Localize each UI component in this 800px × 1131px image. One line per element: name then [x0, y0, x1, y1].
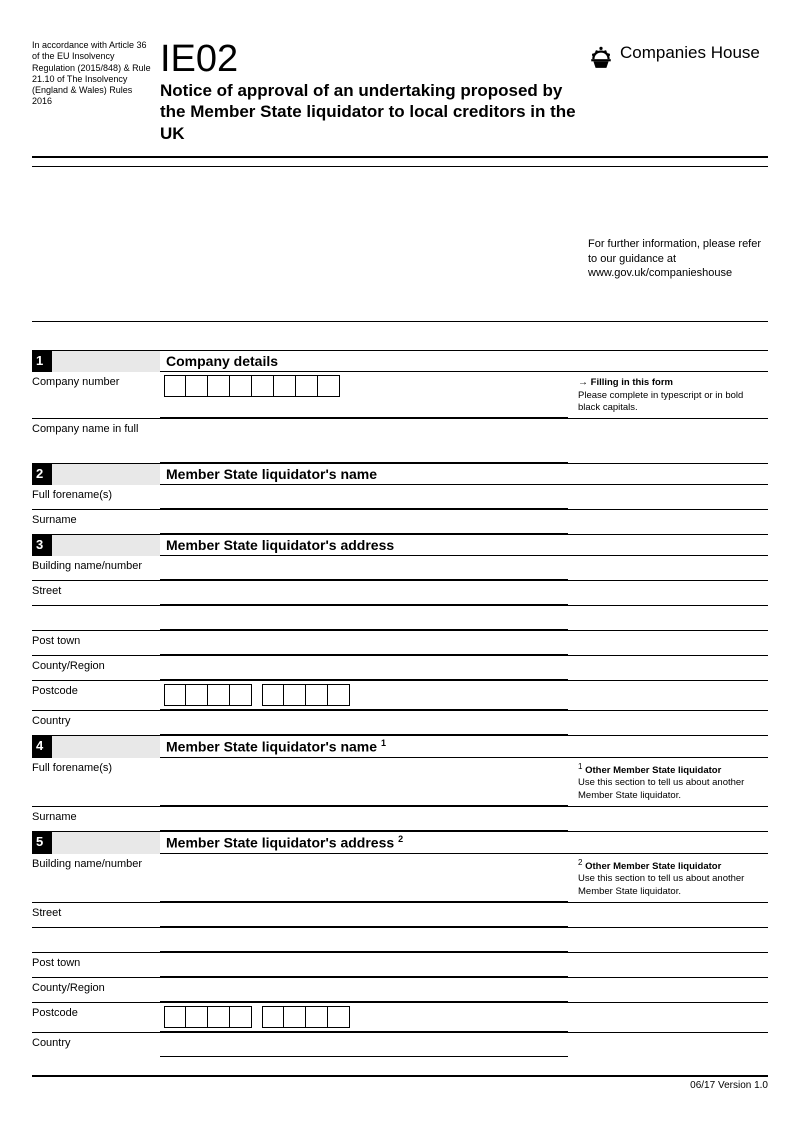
- section-5-header: 5 Member State liquidator's address 2: [32, 831, 768, 854]
- forenames-field-4[interactable]: [160, 758, 568, 806]
- section-4-title: Member State liquidator's name 1: [160, 736, 768, 758]
- form-header: In accordance with Article 36 of the EU …: [32, 40, 768, 158]
- county-label-3: County/Region: [32, 656, 160, 680]
- page-footer: 06/17 Version 1.0: [32, 1075, 768, 1091]
- postcode-field-5[interactable]: [160, 1003, 568, 1032]
- street-field-3a[interactable]: [160, 581, 568, 605]
- building-field-3[interactable]: [160, 556, 568, 580]
- section-3-number: 3: [32, 535, 52, 556]
- surname-label-2: Surname: [32, 510, 160, 534]
- section-2-number: 2: [32, 464, 52, 485]
- street-field-5b[interactable]: [160, 928, 568, 952]
- company-number-boxes[interactable]: [164, 375, 564, 397]
- company-name-field[interactable]: [160, 419, 568, 463]
- section-4-header: 4 Member State liquidator's name 1: [32, 735, 768, 758]
- form-code: IE02: [160, 40, 576, 78]
- county-label-5: County/Region: [32, 978, 160, 1002]
- street-field-3b[interactable]: [160, 606, 568, 630]
- section-1-header: 1 Company details: [32, 350, 768, 372]
- section-1-body: Company number → Filling in this form Pl…: [32, 372, 768, 463]
- surname-field-2[interactable]: [160, 510, 568, 534]
- postcode-label-5: Postcode: [32, 1003, 160, 1032]
- posttown-label-3: Post town: [32, 631, 160, 655]
- header-divider: [32, 166, 768, 167]
- section-1-note: → Filling in this form Please complete i…: [568, 372, 768, 418]
- section-3-header: 3 Member State liquidator's address: [32, 534, 768, 556]
- company-name-label: Company name in full: [32, 419, 160, 463]
- section-5-title: Member State liquidator's address 2: [160, 832, 768, 854]
- section-2-header: 2 Member State liquidator's name: [32, 463, 768, 485]
- section-1-title: Company details: [160, 351, 768, 372]
- section-5-body: Building name/number 2 Other Member Stat…: [32, 854, 768, 1057]
- section-1-number: 1: [32, 351, 52, 372]
- company-number-field[interactable]: [160, 372, 568, 418]
- regulation-reference: In accordance with Article 36 of the EU …: [32, 40, 160, 144]
- street-label-5: Street: [32, 903, 160, 927]
- building-label-3: Building name/number: [32, 556, 160, 580]
- company-number-label: Company number: [32, 372, 160, 418]
- section-5-number: 5: [32, 832, 52, 854]
- section-2-title: Member State liquidator's name: [160, 464, 768, 485]
- county-field-5[interactable]: [160, 978, 568, 1002]
- street-field-5a[interactable]: [160, 903, 568, 927]
- country-field-3[interactable]: [160, 711, 568, 735]
- surname-field-4[interactable]: [160, 807, 568, 831]
- brand-block: Companies House: [588, 40, 768, 144]
- section-2-body: Full forename(s) Surname: [32, 485, 768, 534]
- section-3-title: Member State liquidator's address: [160, 535, 768, 556]
- version-text: 06/17 Version 1.0: [690, 1080, 768, 1091]
- guidance-row: For further information, please refer to…: [32, 237, 768, 323]
- section-4-note: 1 Other Member State liquidator Use this…: [568, 758, 768, 806]
- postcode-field-3[interactable]: [160, 681, 568, 710]
- posttown-field-5[interactable]: [160, 953, 568, 977]
- section-5-note: 2 Other Member State liquidator Use this…: [568, 854, 768, 902]
- forenames-label-2: Full forename(s): [32, 485, 160, 509]
- building-field-5[interactable]: [160, 854, 568, 902]
- companies-house-text: Companies House: [620, 44, 760, 63]
- guidance-text: For further information, please refer to…: [588, 237, 768, 282]
- country-field-5[interactable]: [160, 1033, 568, 1057]
- posttown-label-5: Post town: [32, 953, 160, 977]
- form-title: Notice of approval of an undertaking pro…: [160, 80, 576, 144]
- section-4-body: Full forename(s) 1 Other Member State li…: [32, 758, 768, 831]
- section-4-number: 4: [32, 736, 52, 758]
- posttown-field-3[interactable]: [160, 631, 568, 655]
- header-title-block: IE02 Notice of approval of an undertakin…: [160, 40, 588, 144]
- street-label-3: Street: [32, 581, 160, 605]
- county-field-3[interactable]: [160, 656, 568, 680]
- forenames-label-4: Full forename(s): [32, 758, 160, 806]
- section-3-body: Building name/number Street Post town Co…: [32, 556, 768, 735]
- country-label-5: Country: [32, 1033, 160, 1057]
- crown-icon: [588, 44, 614, 70]
- forenames-field-2[interactable]: [160, 485, 568, 509]
- country-label-3: Country: [32, 711, 160, 735]
- building-label-5: Building name/number: [32, 854, 160, 902]
- surname-label-4: Surname: [32, 807, 160, 831]
- postcode-label-3: Postcode: [32, 681, 160, 710]
